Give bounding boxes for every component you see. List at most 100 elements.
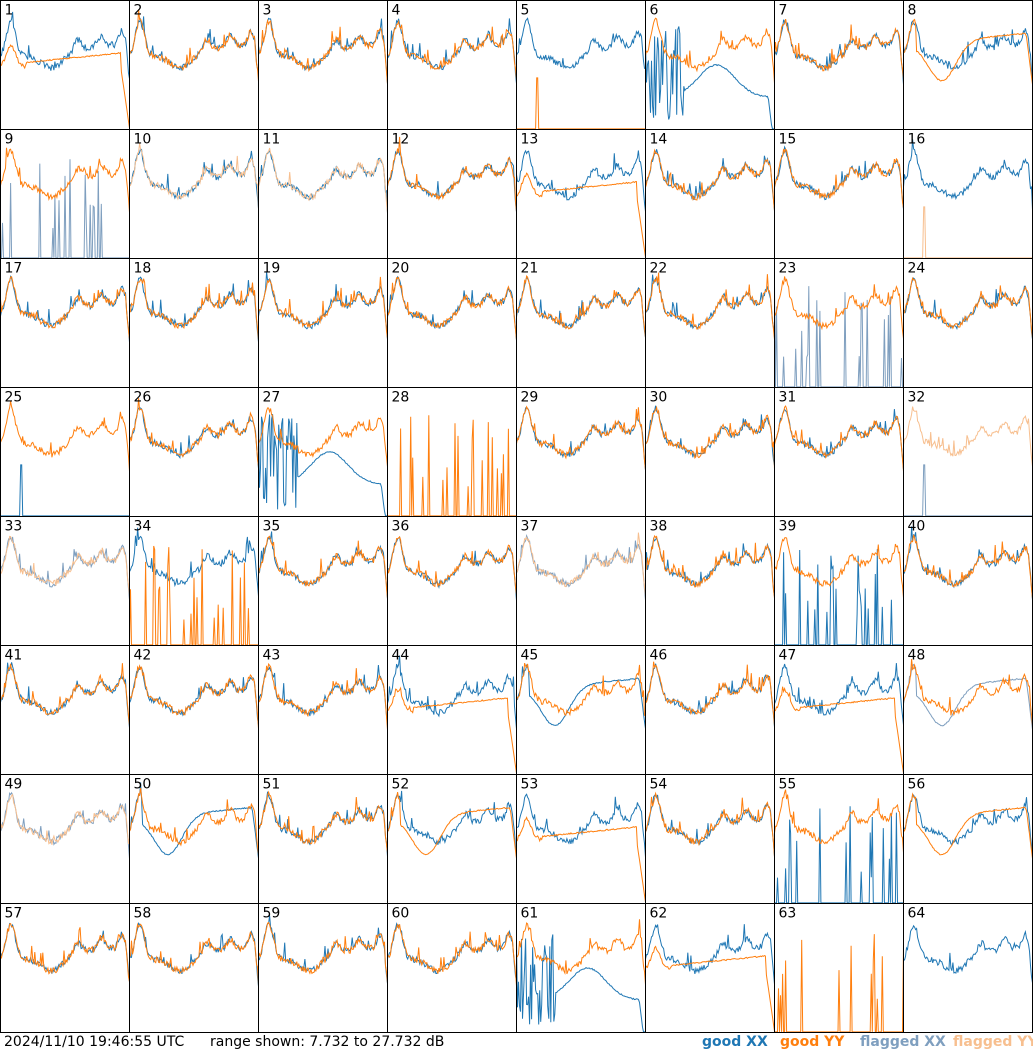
panel-label: 64: [908, 906, 926, 922]
series-yy-panel-19: [258, 276, 388, 339]
panel-31: 31: [774, 387, 904, 517]
panel-frame: [387, 774, 517, 904]
panel-frame: [387, 258, 517, 388]
series-yy-panel-60: [387, 923, 517, 987]
series-xx-panel-61: [516, 934, 646, 1033]
panel-28: 28: [387, 387, 517, 517]
panel-frame: [387, 129, 517, 259]
panel-12: 12: [387, 129, 517, 259]
series-yy-panel-13: [516, 172, 646, 258]
panel-frame: [258, 903, 388, 1033]
panel-17: 17: [0, 258, 130, 388]
panel-frame: [0, 774, 130, 904]
panel-34: 34: [129, 516, 259, 646]
series-yy-panel-50: [129, 788, 259, 855]
panel-label: 55: [779, 777, 797, 793]
series-yy-panel-34: [129, 545, 259, 646]
series-yy-panel-4: [387, 19, 517, 80]
series-yy-panel-62: [645, 945, 775, 1032]
panel-27: 27: [258, 387, 388, 517]
series-yy-panel-26: [129, 398, 259, 467]
panel-24: 24: [903, 258, 1033, 388]
panel-frame: [258, 129, 388, 259]
panel-frame: [258, 516, 388, 646]
series-yy-panel-38: [645, 534, 775, 599]
panel-label: 63: [779, 906, 797, 922]
panel-frame: [387, 0, 517, 130]
panel-label: 11: [263, 132, 281, 148]
panel-label: 45: [521, 648, 539, 664]
series-yy-panel-51: [258, 790, 388, 853]
panel-29: 29: [516, 387, 646, 517]
series-xx-panel-50: [129, 782, 259, 859]
panel-21: 21: [516, 258, 646, 388]
panel-frame: [645, 516, 775, 646]
series-xx-panel-58: [129, 922, 259, 987]
series-yy-panel-36: [387, 535, 517, 595]
panel-22: 22: [645, 258, 775, 388]
series-yy-panel-7: [774, 18, 904, 79]
panel-59: 59: [258, 903, 388, 1033]
panel-label: 12: [392, 132, 410, 148]
panel-62: 62: [645, 903, 775, 1033]
panel-61: 61: [516, 903, 646, 1033]
panel-frame: [129, 387, 259, 517]
panel-frame: [0, 645, 130, 775]
panel-35: 35: [258, 516, 388, 646]
panel-label: 25: [5, 390, 23, 406]
series-xx-panel-47: [774, 663, 904, 725]
panel-label: 39: [779, 519, 797, 535]
series-xx-panel-55: [774, 806, 904, 904]
series-yy-panel-3: [258, 18, 388, 85]
panel-label: 35: [263, 519, 281, 535]
panel-38: 38: [645, 516, 775, 646]
panel-frame: [258, 0, 388, 130]
series-yy-panel-45: [516, 662, 646, 717]
series-xx-panel-22: [645, 274, 775, 338]
panel-37: 37: [516, 516, 646, 646]
panel-label: 43: [263, 648, 281, 664]
panel-frame: [645, 903, 775, 1033]
series-yy-panel-59: [258, 921, 388, 983]
series-xx-panel-43: [258, 665, 388, 725]
panel-frame: [903, 774, 1033, 904]
panel-label: 59: [263, 906, 281, 922]
series-yy-panel-22: [645, 272, 775, 340]
panel-frame: [774, 516, 904, 646]
series-yy-panel-39: [774, 537, 904, 598]
panel-frame: [774, 387, 904, 517]
panel-label: 48: [908, 648, 926, 664]
series-yy-panel-1: [0, 44, 130, 129]
panel-label: 49: [5, 777, 23, 793]
series-xx-panel-56: [903, 794, 1033, 856]
panel-52: 52: [387, 774, 517, 904]
panel-label: 57: [5, 906, 23, 922]
panel-41: 41: [0, 645, 130, 775]
panel-label: 23: [779, 261, 797, 277]
series-xx-panel-1: [0, 11, 130, 79]
series-yy-panel-28: [387, 415, 517, 517]
series-xx-panel-11: [258, 150, 388, 214]
series-yy-panel-15: [774, 148, 904, 209]
panel-label: 14: [650, 132, 668, 148]
panel-45: 45: [516, 645, 646, 775]
panel-label: 47: [779, 648, 797, 664]
panel-frame: [129, 774, 259, 904]
series-xx-panel-13: [516, 149, 646, 212]
series-yy-panel-25: [0, 401, 130, 472]
panel-4: 4: [387, 0, 517, 130]
panel-frame: [0, 258, 130, 388]
panel-64: 64: [903, 903, 1033, 1033]
panel-48: 48: [903, 645, 1033, 775]
panel-frame: [129, 129, 259, 259]
panel-7: 7: [774, 0, 904, 130]
series-xx-panel-59: [258, 915, 388, 984]
panel-label: 31: [779, 390, 797, 406]
series-xx-panel-19: [258, 271, 388, 340]
panel-label: 1: [5, 3, 14, 19]
panel-frame: [645, 774, 775, 904]
series-xx-panel-3: [258, 17, 388, 84]
panel-frame: [903, 516, 1033, 646]
panel-frame: [774, 0, 904, 130]
panel-frame: [258, 774, 388, 904]
